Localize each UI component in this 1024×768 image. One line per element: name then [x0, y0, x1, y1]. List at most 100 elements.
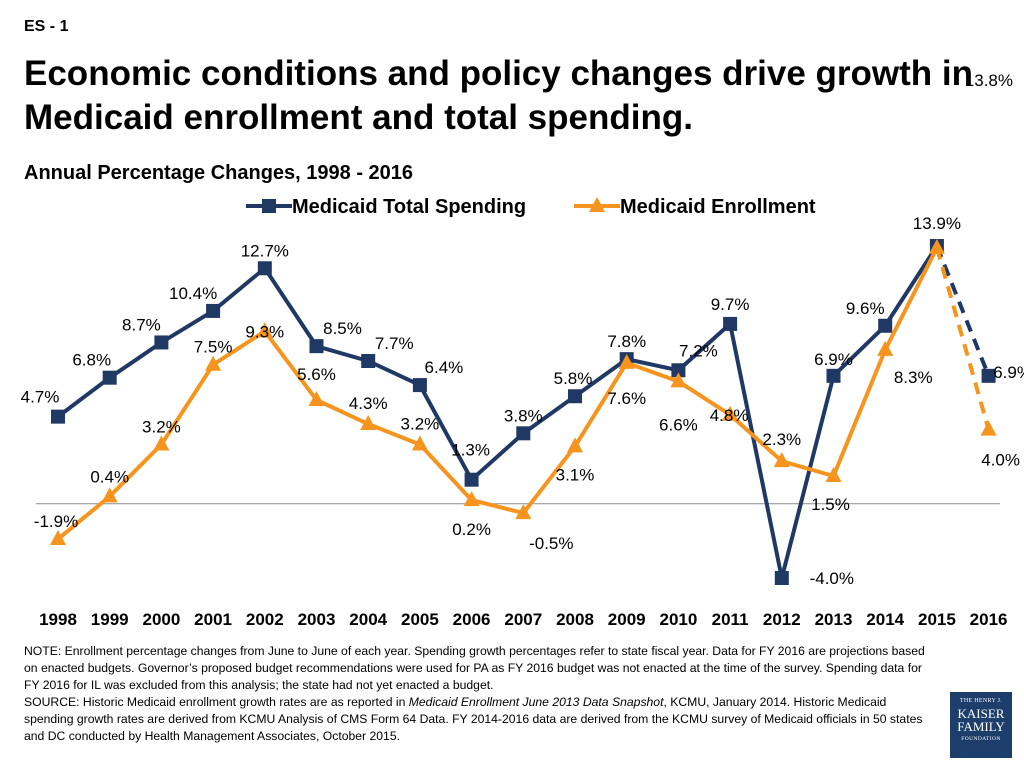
data-label: 5.6% — [297, 365, 336, 384]
source-text: SOURCE: Historic Medicaid enrollment gro… — [24, 695, 409, 709]
legend-spending-label: Medicaid Total Spending — [292, 196, 526, 218]
page-title: Economic conditions and policy changes d… — [24, 54, 974, 137]
x-tick-label: 2013 — [815, 610, 853, 629]
spending-marker — [257, 261, 272, 276]
data-label: 6.4% — [425, 358, 464, 377]
footnote: NOTE: Enrollment percentage changes from… — [24, 643, 936, 745]
data-label: 6.8% — [72, 351, 111, 370]
data-label: 4.3% — [349, 394, 388, 413]
x-tick-sublabel: Proj. — [970, 637, 1008, 640]
x-tick-label: 2015 — [918, 610, 956, 629]
data-label: 9.7% — [711, 295, 750, 314]
x-tick-label: 2016 — [970, 610, 1008, 629]
data-label: -1.9% — [34, 512, 78, 531]
enrollment-marker — [308, 390, 325, 406]
x-tick-label: 2003 — [298, 610, 336, 629]
x-tick-label: 2006 — [453, 610, 491, 629]
spending-marker — [516, 426, 531, 441]
x-tick-label: 2008 — [556, 610, 594, 629]
series-line — [56, 246, 939, 541]
enrollment-marker — [773, 452, 790, 468]
enrollment-marker — [567, 437, 583, 453]
x-tick-label: 2012 — [763, 610, 801, 629]
logo-line-3: FAMILY — [957, 719, 1005, 734]
x-tick-label: 2014 — [866, 610, 904, 629]
spending-marker — [464, 472, 479, 487]
enrollment-marker — [928, 238, 945, 254]
x-tick-label: 2002 — [246, 610, 284, 629]
x-tick-label: 2001 — [194, 610, 232, 629]
enrollment-marker — [463, 491, 480, 507]
data-label: 7.5% — [194, 338, 233, 357]
data-label: 6.9% — [993, 363, 1024, 382]
data-label: 8.7% — [122, 315, 161, 334]
data-label: 3.1% — [556, 465, 595, 484]
spending-marker — [671, 363, 686, 378]
kaiser-logo: THE HENRY J. KAISER FAMILY FOUNDATION — [950, 692, 1012, 758]
legend-spending-marker — [262, 199, 276, 213]
data-label: 8.3% — [894, 368, 933, 387]
spending-marker — [206, 303, 221, 318]
logo-line-1: THE HENRY J. — [959, 698, 1003, 704]
spending-marker — [154, 335, 169, 350]
enrollment-marker — [360, 415, 377, 431]
data-label: 4.0% — [981, 451, 1020, 470]
data-label: 13.9% — [913, 214, 961, 233]
data-label: 7.2% — [679, 341, 718, 360]
data-label: 9.3% — [245, 322, 284, 341]
series-projection-line — [935, 245, 991, 377]
legend-enrollment-marker — [589, 197, 605, 212]
enrollment-marker — [670, 372, 687, 388]
data-label: 4.8% — [710, 406, 749, 425]
x-tick-label: 2010 — [659, 610, 697, 629]
data-label: 7.8% — [607, 332, 646, 351]
x-tick-label: 1998 — [39, 610, 77, 629]
enrollment-marker — [411, 435, 428, 451]
spending-marker — [102, 370, 117, 385]
enrollment-marker — [153, 435, 170, 451]
line-chart: 1998 1999 2000 2001 2002 2003 2004 2005 2006 2007… — [21, 71, 1024, 640]
series-projection-line — [934, 247, 991, 431]
slide-id: ES - 1 — [24, 18, 69, 35]
data-label: 1.5% — [811, 495, 850, 514]
enrollment-marker — [256, 322, 273, 338]
data-label: 9.6% — [846, 299, 885, 318]
data-label: 1.3% — [451, 441, 490, 460]
enrollment-marker — [618, 353, 635, 369]
source-text-cont: , KCMU, January 2014. Historic Medicaid … — [24, 695, 923, 743]
x-tick-label: 2007 — [504, 610, 542, 629]
spending-marker — [826, 368, 841, 383]
legend-enrollment-label: Medicaid Enrollment — [620, 196, 816, 218]
enrollment-marker — [877, 340, 894, 356]
data-label: 6.6% — [659, 415, 698, 434]
data-label: -4.0% — [810, 569, 854, 588]
chart-subtitle: Annual Percentage Changes, 1998 - 2016 — [24, 162, 414, 184]
spending-marker — [878, 318, 893, 333]
data-label: 13.8% — [965, 71, 1013, 90]
data-label: 0.4% — [90, 467, 129, 486]
enrollment-marker — [980, 420, 997, 436]
x-tick-label: 2004 — [349, 610, 387, 629]
spending-marker — [309, 339, 324, 354]
data-label: 7.7% — [375, 334, 414, 353]
x-tick-label: 1999 — [91, 610, 129, 629]
x-tick-label: 2000 — [142, 610, 180, 629]
enrollment-marker — [50, 530, 66, 546]
spending-marker — [361, 353, 376, 368]
data-label: 4.7% — [21, 388, 60, 407]
data-label: 3.2% — [142, 417, 181, 436]
note-text: NOTE: Enrollment percentage changes from… — [24, 644, 925, 692]
data-label: 12.7% — [241, 241, 289, 260]
x-tick-label: 2005 — [401, 610, 439, 629]
x-tick-label: 2011 — [712, 610, 749, 629]
data-label: 0.2% — [452, 520, 491, 539]
spending-marker — [723, 316, 738, 331]
logo-line-2: KAISER — [957, 706, 1005, 721]
source-title: Medicaid Enrollment June 2013 Data Snaps… — [408, 695, 664, 709]
data-label: 6.9% — [814, 350, 853, 369]
data-label: 3.8% — [504, 406, 543, 425]
data-label: -0.5% — [529, 534, 573, 553]
data-label: 10.4% — [169, 284, 217, 303]
data-label: 2.3% — [762, 430, 801, 449]
enrollment-marker — [205, 355, 222, 371]
